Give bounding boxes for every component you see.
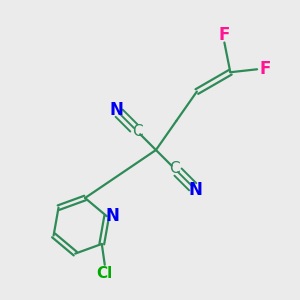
Text: F: F — [260, 60, 271, 78]
Text: C: C — [169, 161, 180, 176]
Text: Cl: Cl — [97, 266, 113, 280]
Text: N: N — [189, 181, 203, 199]
Text: F: F — [219, 26, 230, 44]
Text: N: N — [109, 101, 123, 119]
Text: C: C — [132, 124, 142, 139]
Text: N: N — [105, 207, 119, 225]
